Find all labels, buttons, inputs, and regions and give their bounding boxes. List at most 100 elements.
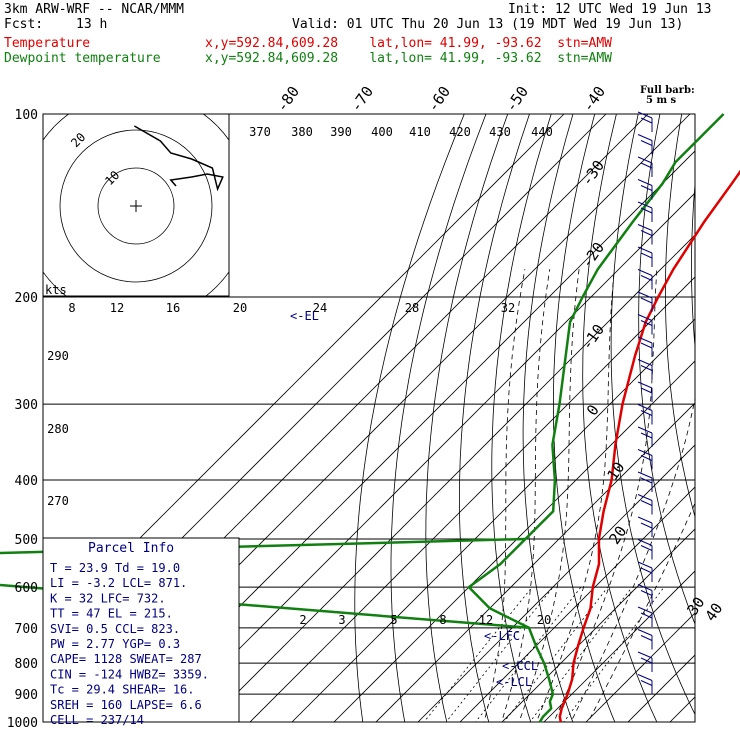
dry-adiabat: [522, 114, 574, 722]
dry-adiabat: [459, 114, 530, 722]
wind-barb-flag-2: [640, 612, 653, 619]
isotherm: [699, 100, 740, 734]
right-temp-label--10: -10: [578, 321, 608, 354]
skewt-grid: [42, 100, 740, 734]
mixing-ratio-line: [563, 586, 665, 722]
wind-barb-flag: [637, 651, 653, 659]
mixing-ratio-line: [503, 586, 609, 722]
isotherm: [333, 360, 695, 722]
mixing-ratio-label-28: 28: [405, 301, 419, 315]
wind-barb-flag: [637, 179, 653, 186]
isotherm: [291, 318, 695, 722]
temperature-line: [558, 169, 740, 723]
wind-barb-flag: [637, 449, 653, 456]
temperature-legend: Temperature: [4, 36, 91, 51]
lower-mixing-ratio-label-2: 2: [299, 613, 306, 627]
wind-barb-flag: [637, 269, 653, 276]
theta-label-380: 380: [291, 125, 313, 139]
dry-adiabat: [491, 114, 552, 722]
wind-barb-flag-2: [640, 635, 653, 641]
mixing-ratio-label-32: 32: [501, 301, 515, 315]
barb-key-line2: 5 m s: [646, 95, 677, 106]
wind-barb-flag: [637, 426, 653, 434]
isotherm: [417, 444, 695, 722]
wind-barb-flag-2: [640, 207, 653, 214]
wind-barb-flag-2: [640, 477, 653, 484]
wind-barb-flag: [637, 291, 653, 299]
mixing-ratio-line: [445, 586, 554, 722]
isotherm: [627, 654, 695, 722]
moist-adiabat: [518, 269, 580, 722]
upper-temp-label--80: -80: [273, 83, 303, 116]
mixing-ratio-line: [529, 586, 633, 722]
parcel-row-8: Tc = 29.4 SHEAR= 16.: [50, 683, 195, 697]
pressure-label-700: 700: [15, 622, 38, 637]
pressure-label-300: 300: [15, 398, 38, 413]
parcel-row-2: K = 32 LFC= 732.: [50, 591, 166, 605]
dewpoint-line: [467, 113, 725, 723]
dry-adiabat: [354, 114, 465, 722]
lower-mixing-ratio-label-8: 8: [439, 613, 446, 627]
mixing-ratio-line: [423, 586, 533, 722]
parcel-row-10: CELL = 237/14: [50, 713, 144, 727]
mixing-ratio-label-12: 12: [110, 301, 124, 315]
parcel-row-7: CIN = -124 HWBZ= 3359.: [50, 667, 209, 681]
parcel-info: Parcel Info T = 23.9 Td = 19.0LI = -3.2 L…: [42, 537, 240, 727]
parcel-row-5: PW = 2.77 YGP= 0.3: [50, 637, 180, 651]
parcel-row-6: CAPE= 1128 SWEAT= 287: [50, 652, 202, 666]
moist-adiabat: [501, 269, 551, 722]
mixing-ratio-label-20: 20: [233, 301, 247, 315]
isotherm: [249, 276, 695, 722]
mixing-ratio-label-8: 8: [68, 301, 75, 315]
wind-barb-flag: [637, 224, 653, 231]
upper-temp-label--60: -60: [424, 83, 454, 116]
wind-barb-flag-2: [640, 657, 653, 664]
dry-adiabat: [638, 114, 695, 626]
wind-barb-flag-2: [640, 297, 653, 304]
pressure-label-500: 500: [15, 533, 38, 548]
wind-barb-flag-2: [640, 590, 653, 596]
mixing-ratio-line: [475, 586, 582, 722]
annotation-3: <-EL: [290, 309, 319, 323]
wind-barb-flag-2: [640, 432, 653, 439]
upper-temp-label--70: -70: [347, 83, 377, 116]
wind-barb-flag-2: [640, 320, 653, 326]
upper-temp-label--50: -50: [502, 83, 532, 116]
pressure-label-600: 600: [15, 581, 38, 596]
isotherm: [585, 612, 695, 722]
dry-adiabat: [425, 114, 509, 722]
wind-barb-flag: [637, 246, 653, 254]
left-theta-label-270: 270: [47, 494, 69, 508]
clipped-grid: [43, 100, 740, 734]
wind-barb-flag-2: [640, 162, 653, 169]
hodograph-ring: [97, 167, 175, 245]
valid-time: Valid: 01 UTC Thu 20 Jun 13 (19 MDT Wed …: [292, 17, 684, 32]
wind-barb-flag: [637, 111, 653, 119]
pressure-label-1000: 1000: [7, 716, 38, 731]
right-temp-label-20: 20: [605, 523, 630, 548]
pressure-label-800: 800: [15, 657, 38, 672]
init-time: Init: 12 UTC Wed 19 Jun 13: [508, 2, 712, 17]
isotherm: [207, 234, 695, 722]
parcel-row-9: SREH = 160 LAPSE= 6.6: [50, 698, 202, 712]
theta-label-370: 370: [249, 125, 271, 139]
mixing-ratio-label-24: 24: [313, 301, 327, 315]
hodograph-units: kts: [45, 283, 67, 297]
moist-adiabat: [553, 269, 658, 722]
wind-barb-flag: [637, 539, 653, 546]
wind-barb-flag: [637, 381, 653, 389]
forecast-hour: 13 h: [76, 17, 108, 32]
temperature-location: x,y=592.84,609.28 lat,lon= 41.99, -93.62…: [205, 36, 612, 51]
wind-barb-flag-2: [640, 387, 653, 394]
hodograph-ring: [59, 129, 213, 283]
lower-mixing-ratio-label-5: 5: [390, 613, 397, 627]
wind-barb-flag-2: [640, 252, 653, 259]
isotherm: [501, 528, 695, 722]
isotherm: [669, 696, 695, 722]
wind-barb-flag-2: [640, 455, 653, 461]
dry-adiabat: [390, 114, 487, 722]
dry-adiabat: [665, 114, 695, 519]
pressure-label-200: 200: [15, 291, 38, 306]
theta-label-440: 440: [531, 125, 553, 139]
forecast-label: Fcst:: [4, 17, 44, 32]
